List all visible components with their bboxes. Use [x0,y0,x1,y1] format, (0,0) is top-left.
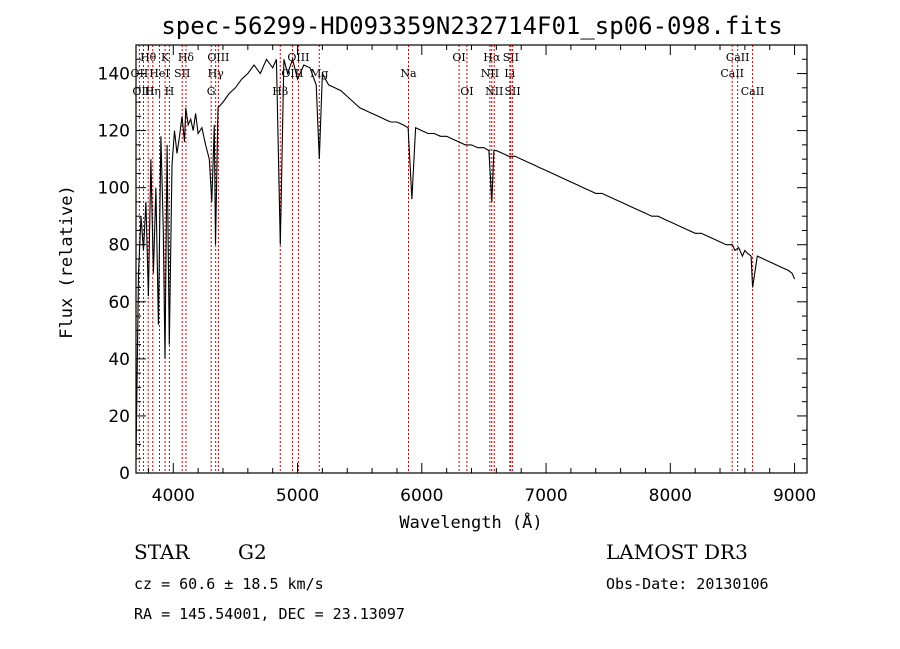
y-tick-label: 40 [108,350,130,370]
spectral-line-label: H [165,85,175,98]
spectral-line-label: OIII [287,51,309,64]
x-tick-label: 5000 [276,486,319,506]
x-tick-label: 4000 [152,486,195,506]
spectral-line-label: SII [174,67,190,80]
spectral-line-label: CaII [720,67,744,80]
y-axis: 0 20 40 60 80 100 120 140 [98,58,807,484]
spectral-line-label: OI [452,51,465,64]
spectral-line-label: Hβ [272,85,288,98]
spectral-line-label: Hη [145,85,161,98]
spectral-line-label: K [161,51,170,64]
spectral-line-label: Hα [483,51,501,64]
survey-name: LAMOST DR3 [606,540,748,564]
spectral-line-label: NII [481,67,499,80]
object-class: STAR [134,540,190,564]
y-tick-label: 120 [98,122,130,142]
spectral-line-label: OIII [207,51,229,64]
spectral-line-label: SII [505,85,521,98]
x-tick-label: 9000 [773,486,816,506]
y-tick-label: 20 [108,407,130,427]
x-axis: 4000 5000 6000 7000 8000 9000 [147,45,816,506]
spectral-line-label: SII [503,51,519,64]
coordinates: RA = 145.54001, DEC = 23.13097 [134,605,405,623]
y-axis-label: Flux (relative) [57,185,77,339]
spectral-line-label: Na [400,67,417,80]
spectral-line-label: CaII [726,51,750,64]
y-tick-label: 100 [98,179,130,199]
x-tick-label: 7000 [524,486,567,506]
spectrum-line [135,57,796,459]
spectral-line-label: Mg [310,67,328,80]
spectral-line-label: G [207,85,216,98]
x-axis-label: Wavelength (Å) [399,511,542,533]
y-tick-label: 140 [98,65,130,85]
spectral-line-label: NII [485,85,503,98]
spectral-line-label: Hγ [208,67,225,80]
spectral-line-label: Hδ [178,51,195,64]
x-tick-label: 8000 [649,486,692,506]
chart-title: spec-56299-HD093359N232714F01_sp06-098.f… [161,12,782,40]
spectral-line-label: HeI [149,67,169,80]
spectral-line-label: Li [504,67,515,80]
spectral-line-label: OI [460,85,473,98]
y-tick-label: 60 [108,293,130,313]
spectral-line-label: Hθ [140,51,157,64]
y-tick-label: 0 [119,464,130,484]
observation-date: Obs-Date: 20130106 [606,575,769,593]
object-subclass: G2 [238,540,267,564]
y-tick-label: 80 [108,236,130,256]
redshift-cz: cz = 60.6 ± 18.5 km/s [134,575,324,593]
x-tick-label: 6000 [400,486,443,506]
spectral-line-label: CaII [741,85,765,98]
plot-frame [135,44,808,474]
